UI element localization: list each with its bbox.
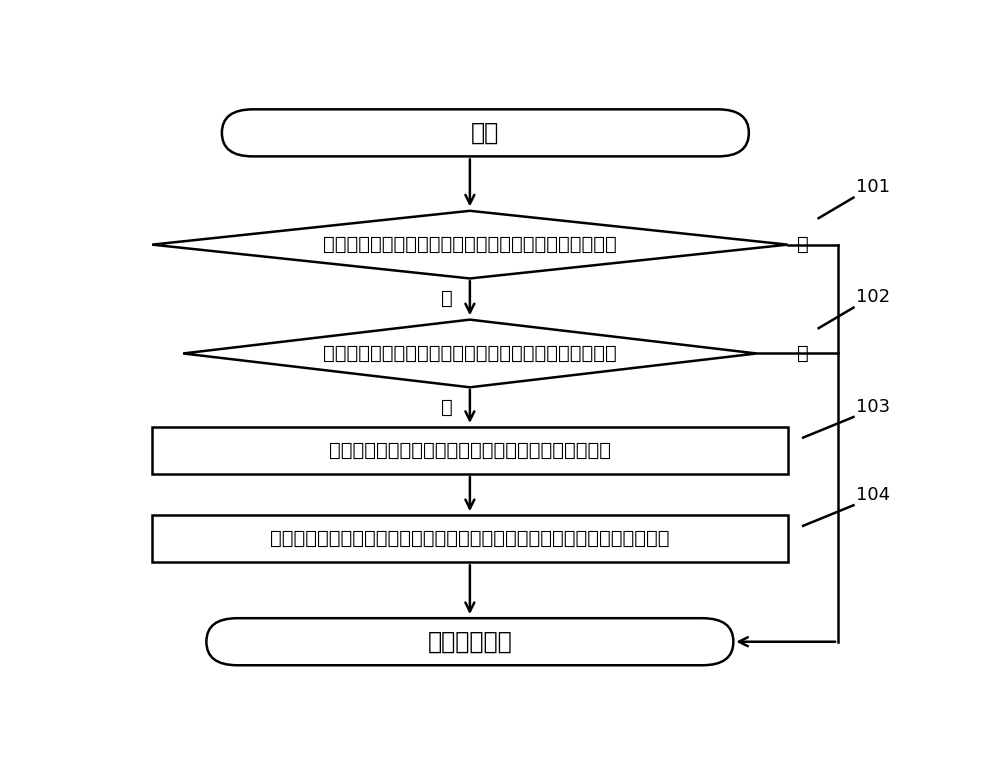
Text: 开始: 开始 xyxy=(471,121,500,145)
Text: 102: 102 xyxy=(856,288,890,306)
Text: 104: 104 xyxy=(856,486,890,504)
Bar xyxy=(152,427,788,474)
Text: 控制机判断抗干扰性能指标的变化量是否大于预设变化量: 控制机判断抗干扰性能指标的变化量是否大于预设变化量 xyxy=(323,344,617,363)
Text: 是: 是 xyxy=(441,290,452,308)
Text: 103: 103 xyxy=(856,398,890,416)
Polygon shape xyxy=(183,319,757,387)
Text: 101: 101 xyxy=(856,178,890,196)
Text: 否: 否 xyxy=(797,344,809,363)
Text: 自适应抗干扰天线信道综合系统在接收到上述切换指令之后，切换自适应算法: 自适应抗干扰天线信道综合系统在接收到上述切换指令之后，切换自适应算法 xyxy=(270,529,670,549)
Text: 控制机检测天线的抗干扰性能指标的变化趋势是否为减小: 控制机检测天线的抗干扰性能指标的变化趋势是否为减小 xyxy=(323,235,617,254)
Bar xyxy=(152,515,788,562)
FancyBboxPatch shape xyxy=(222,109,749,157)
Text: 结束本次流程: 结束本次流程 xyxy=(428,630,512,654)
Text: 否: 否 xyxy=(797,235,809,254)
Text: 控制机向自适应抗干扰天线信道综合系统发送切换指令: 控制机向自适应抗干扰天线信道综合系统发送切换指令 xyxy=(329,441,611,460)
Text: 是: 是 xyxy=(441,397,452,416)
Polygon shape xyxy=(152,211,788,278)
FancyBboxPatch shape xyxy=(206,618,733,665)
